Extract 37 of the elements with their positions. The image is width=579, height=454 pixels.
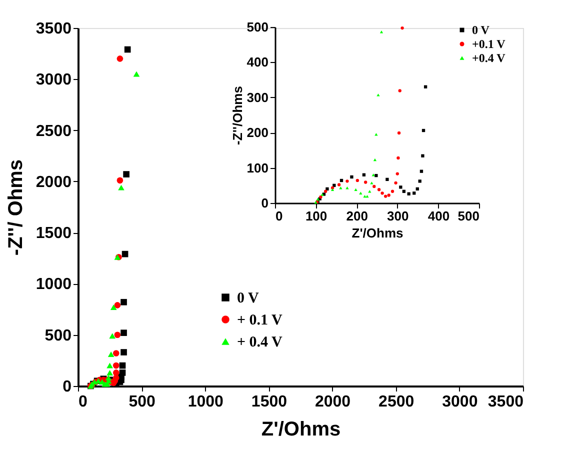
- y-tick-label: 500: [44, 327, 72, 344]
- x-tick-label: 500: [458, 208, 480, 224]
- x-tick-label: 2500: [378, 394, 414, 410]
- legend-label: 0 V: [237, 290, 259, 306]
- y-tick-label: 0: [261, 196, 268, 210]
- x-axis-title: Z'/Ohms: [261, 418, 341, 440]
- x-tick-label: 3500: [488, 394, 524, 410]
- legend-label: + 0.1 V: [237, 312, 283, 328]
- x-tick-label: 2000: [314, 394, 351, 410]
- legend-label: 0 V: [472, 23, 490, 37]
- x-tick-label: 1000: [188, 394, 224, 410]
- y-axis-title: -Z''/Ohms: [230, 86, 245, 145]
- y-tick-label: 2500: [36, 122, 72, 140]
- y-tick-label: 400: [246, 54, 268, 70]
- x-tick-label: 400: [428, 208, 450, 224]
- y-tick-label: 3500: [36, 20, 72, 38]
- y-tick-label: 300: [246, 90, 268, 105]
- x-tick-label: 200: [346, 208, 368, 224]
- y-tick-label: 100: [246, 160, 268, 176]
- legend-label: + 0.4 V: [237, 334, 283, 350]
- x-tick-label: 100: [305, 208, 328, 224]
- y-tick-label: 2000: [36, 174, 72, 191]
- y-tick-label: 3000: [36, 72, 72, 89]
- x-tick-label: 0: [276, 208, 283, 224]
- y-tick-label: 1500: [36, 225, 72, 242]
- y-tick-label: 1000: [36, 276, 72, 294]
- x-tick-label: 3000: [442, 394, 478, 410]
- y-tick-label: 200: [246, 125, 268, 140]
- legend-label: +0.4 V: [472, 51, 506, 65]
- x-tick-label: 500: [128, 394, 156, 410]
- x-tick-label: 300: [387, 208, 409, 224]
- y-tick-label: 500: [246, 20, 268, 34]
- x-tick-label: 0: [78, 394, 88, 410]
- legend-label: +0.1 V: [472, 37, 506, 51]
- x-axis-title: Z'/Ohms: [352, 226, 404, 240]
- y-tick-label: 0: [62, 378, 72, 396]
- y-axis-title: -Z''/ Ohms: [4, 159, 27, 256]
